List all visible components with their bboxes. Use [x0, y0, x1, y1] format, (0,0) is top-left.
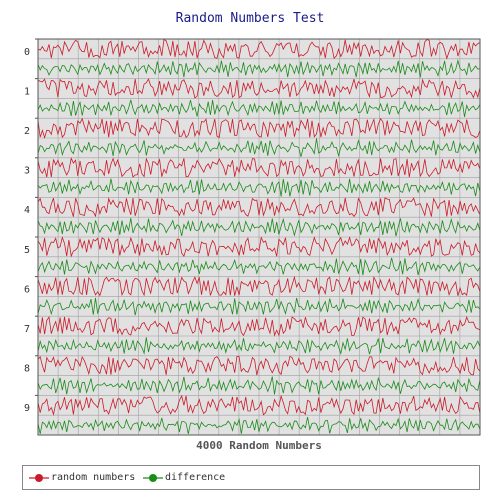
series-line-difference	[37, 417, 481, 434]
legend-item-difference: difference	[143, 466, 225, 489]
y-tick-label: 9	[24, 403, 30, 414]
legend-label-difference: difference	[165, 472, 226, 483]
series-line-random-numbers	[37, 156, 481, 178]
grid-layer	[38, 39, 480, 435]
y-tick-label: 2	[24, 126, 30, 137]
series-line-random-numbers	[37, 236, 481, 258]
legend-label-random-numbers: random numbers	[51, 472, 136, 483]
y-tick-label: 7	[24, 324, 30, 335]
series-line-difference	[37, 297, 481, 316]
series-layer	[37, 38, 481, 434]
series-line-difference	[37, 178, 481, 197]
series-line-random-numbers	[37, 38, 481, 60]
series-line-difference	[37, 257, 481, 276]
legend-swatch-difference	[143, 473, 163, 482]
series-line-random-numbers	[37, 355, 481, 376]
series-line-random-numbers	[37, 78, 481, 99]
y-tick-label: 0	[24, 47, 30, 58]
series-line-random-numbers	[37, 394, 481, 416]
tick-layer: 0 1 2 3 4 5 6 7 8 9	[24, 38, 38, 414]
series-line-difference	[37, 59, 481, 78]
y-tick-label: 3	[24, 166, 30, 177]
y-tick-label: 8	[24, 364, 30, 375]
series-line-difference	[37, 376, 481, 395]
legend: random numbers difference	[22, 465, 480, 490]
series-line-difference	[37, 337, 481, 356]
x-axis-label: 4000 Random Numbers	[196, 439, 322, 452]
series-line-random-numbers	[37, 315, 481, 337]
y-tick-label: 6	[24, 284, 30, 295]
y-tick-label: 1	[24, 86, 30, 97]
series-line-random-numbers	[37, 117, 481, 139]
plot-border	[37, 38, 481, 436]
y-tick-label: 4	[24, 205, 30, 216]
legend-swatch-random-numbers	[29, 473, 49, 482]
series-line-random-numbers	[37, 197, 481, 218]
legend-item-random-numbers: random numbers	[29, 466, 135, 489]
series-line-random-numbers	[37, 275, 481, 297]
series-line-difference	[37, 217, 481, 237]
chart-title: Random Numbers Test	[175, 11, 325, 26]
series-line-difference	[37, 99, 481, 117]
series-line-difference	[37, 138, 481, 158]
y-tick-label: 5	[24, 245, 30, 256]
